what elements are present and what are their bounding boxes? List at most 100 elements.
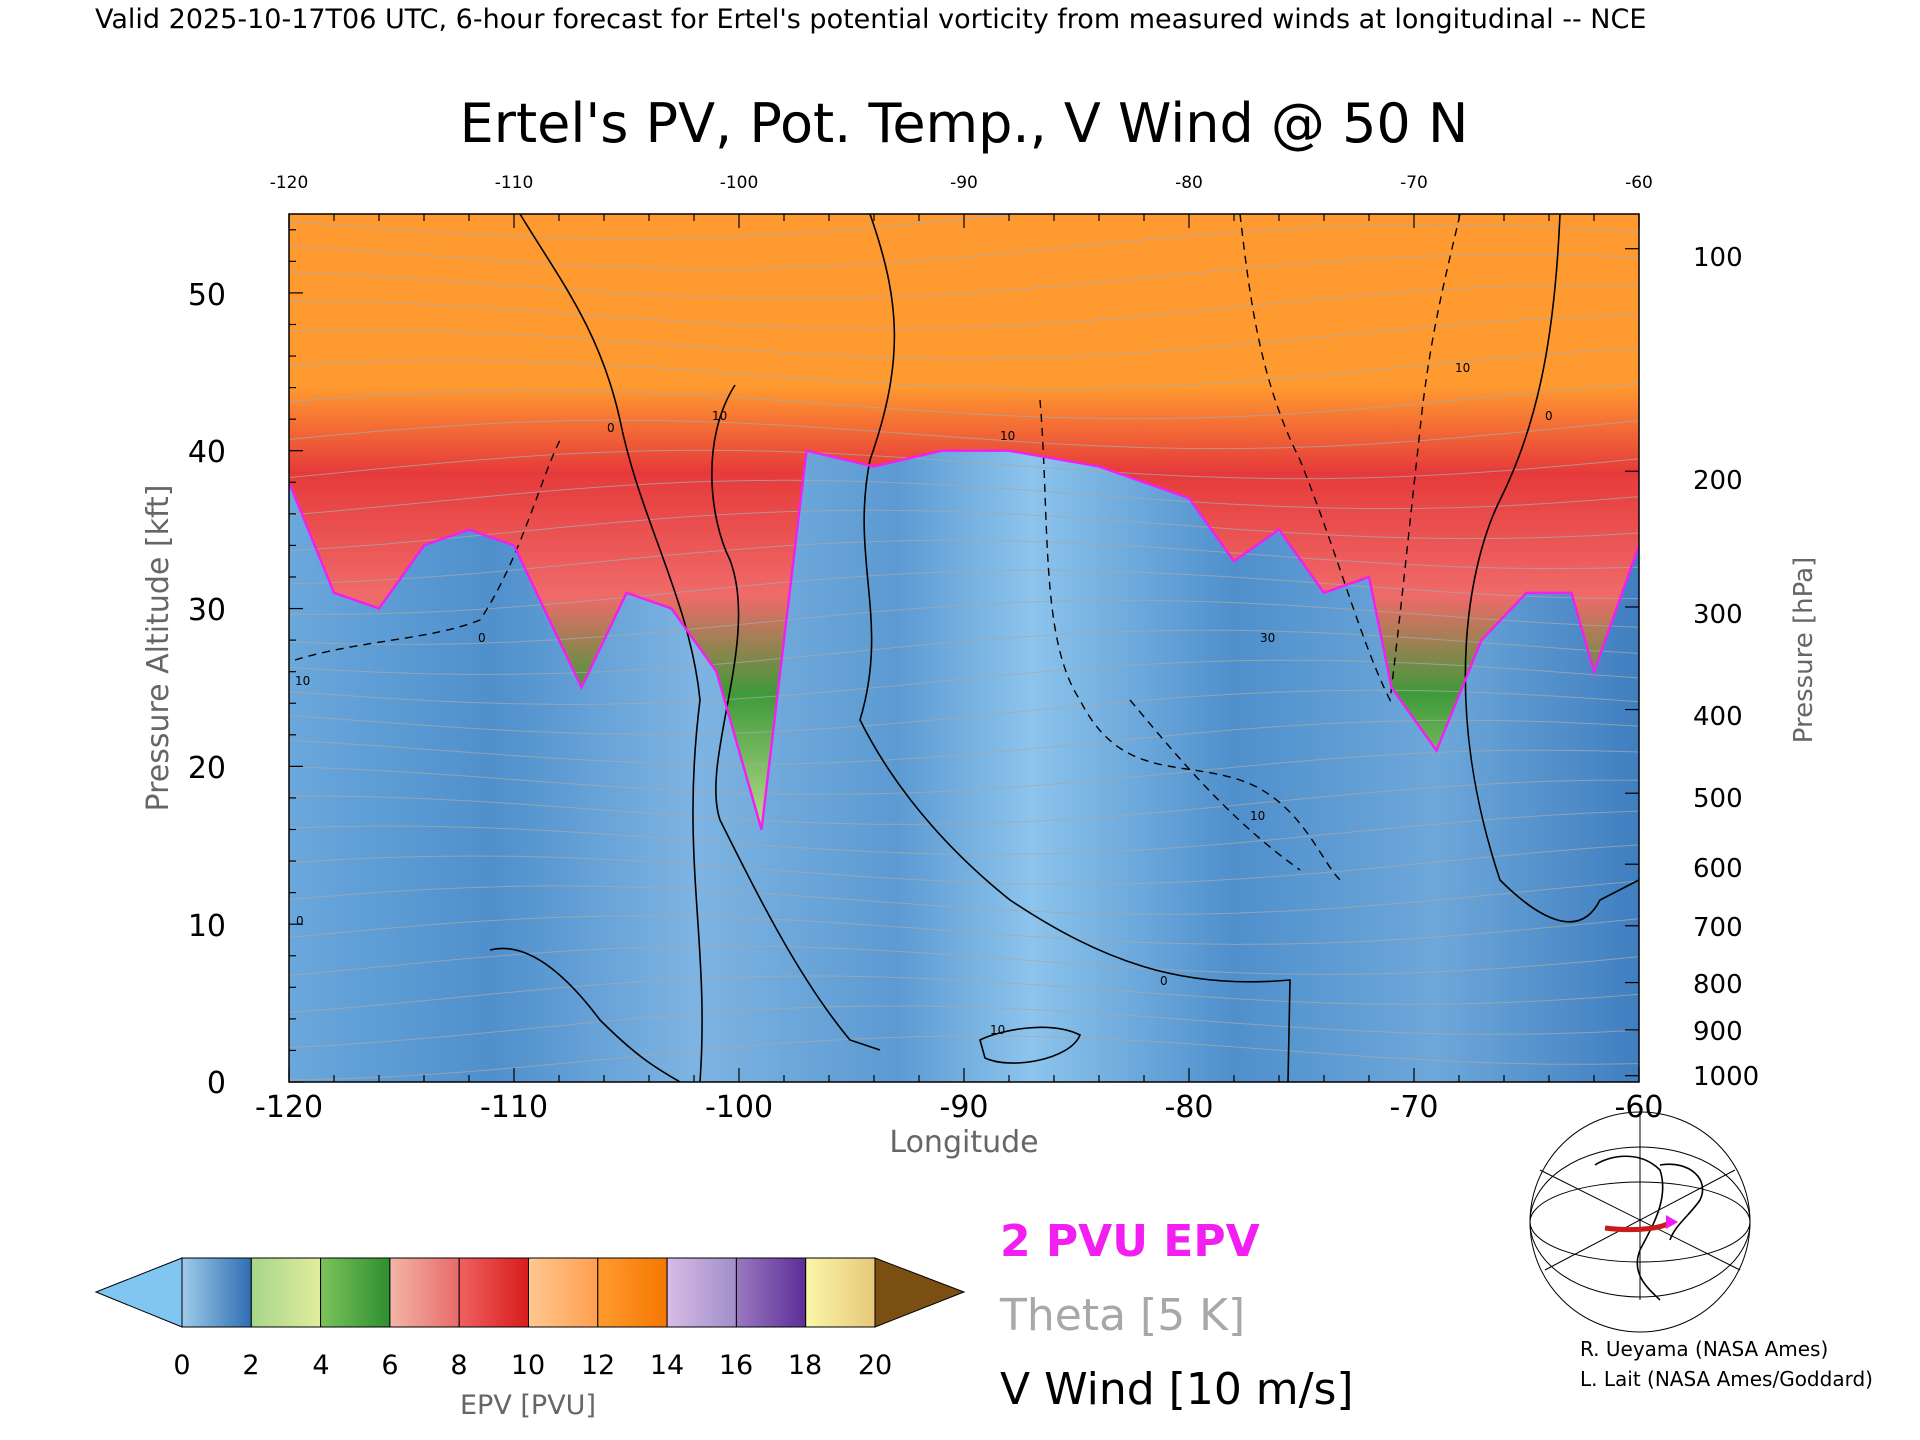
colorbar-segment	[597, 1257, 668, 1328]
theta-contour	[289, 214, 1022, 243]
contour-label: 0	[1160, 974, 1168, 988]
credits: R. Ueyama (NASA Ames) L. Lait (NASA Ames…	[1580, 1337, 1873, 1391]
legend: 2 PVU EPV Theta [5 K] V Wind [10 m/s]	[999, 1216, 1354, 1415]
x-tick-label: -120	[255, 1090, 323, 1125]
wind-contour	[519, 214, 703, 1082]
contour-label: 10	[295, 674, 310, 688]
x-top-tick-label: -90	[950, 173, 978, 193]
theta-contour	[289, 253, 1639, 305]
colorbar-tick: 2	[242, 1350, 259, 1381]
theta-contour	[289, 975, 1639, 1018]
pressure-tick-label: 300	[1693, 600, 1743, 630]
wind-contour	[1039, 399, 1341, 881]
y-tick-label: 20	[188, 751, 226, 786]
colorbar-segment	[320, 1257, 391, 1328]
theta-contour	[289, 449, 1639, 491]
pressure-tick-label: 400	[1693, 702, 1743, 732]
inset-marker	[1666, 1215, 1678, 1229]
contour-label: 0	[1545, 409, 1553, 423]
wind-contour	[1129, 699, 1301, 871]
theta-contour	[289, 659, 1639, 708]
theta-contour	[289, 629, 1639, 677]
contour-label: 10	[712, 409, 727, 423]
theta-contour	[289, 283, 1639, 336]
pressure-tick-label: 500	[1693, 784, 1743, 814]
stratosphere-field	[289, 214, 1639, 830]
colorbar-tick: 16	[719, 1350, 753, 1381]
contour-label: 0	[478, 631, 486, 645]
theta-contour	[289, 314, 1639, 367]
y-axis-title: Pressure Altitude [kft]	[141, 485, 176, 812]
theta-contour	[289, 223, 1639, 274]
credit-line: L. Lait (NASA Ames/Goddard)	[1580, 1367, 1873, 1391]
pressure-axis-labels: 100 200 300 400 500 600 700 800 900 1000	[1693, 243, 1759, 1092]
y-tick-label: 30	[188, 593, 226, 628]
x-top-tick-label: -60	[1625, 173, 1653, 193]
pressure-tick-label: 700	[1693, 913, 1743, 943]
colorbar-segment	[389, 1257, 460, 1328]
colorbar-overflow-arrow	[874, 1257, 966, 1328]
x-top-tick-label: -120	[270, 173, 309, 193]
theta-contour	[289, 347, 1639, 398]
pressure-tick-label: 900	[1693, 1017, 1743, 1047]
colorbar-segment	[181, 1257, 252, 1328]
legend-2pvu: 2 PVU EPV	[1000, 1216, 1260, 1267]
colorbar-tick: 4	[312, 1350, 329, 1381]
colorbar: 0 2 4 6 8 10 12 14 16 18 20 EPV [PVU]	[94, 1257, 966, 1421]
wind-contour	[489, 947, 681, 1082]
contour-label: 0	[296, 914, 304, 928]
x-tick-label: -60	[1615, 1090, 1664, 1125]
colorbar-tick: 12	[581, 1350, 615, 1381]
theta-contour	[289, 599, 1639, 646]
colorbar-tick: 6	[381, 1350, 398, 1381]
inset-path	[1604, 1220, 1672, 1233]
theta-contour	[289, 810, 1639, 863]
theta-contour	[289, 689, 1639, 739]
theta-contour	[289, 945, 1639, 987]
colorbar-segments	[181, 1257, 876, 1328]
colorbar-tick: 18	[788, 1350, 822, 1381]
colorbar-segment	[250, 1257, 322, 1328]
theta-contour	[289, 1005, 1639, 1049]
theta-contour	[289, 382, 1639, 429]
colorbar-tick: 14	[650, 1350, 684, 1381]
pressure-axis-title: Pressure [hPa]	[1789, 557, 1819, 744]
colorbar-segment	[735, 1257, 807, 1328]
pressure-tick-label: 600	[1693, 854, 1743, 884]
x-top-tick-label: -100	[720, 173, 759, 193]
y-axis-labels: 0 10 20 30 40 50	[188, 278, 226, 1101]
contour-label: 10	[1455, 361, 1470, 375]
theta-contour	[289, 539, 1639, 585]
pressure-tick-label: 100	[1693, 243, 1743, 273]
colorbar-tick-labels: 0 2 4 6 8 10 12 14 16 18 20	[173, 1350, 892, 1381]
legend-theta: Theta [5 K]	[999, 1290, 1245, 1341]
colorbar-tick: 8	[450, 1350, 467, 1381]
colorbar-segment	[528, 1257, 599, 1328]
credit-line: R. Ueyama (NASA Ames)	[1580, 1337, 1828, 1361]
colorbar-segment	[805, 1257, 876, 1328]
theta-contours	[289, 214, 1639, 1081]
x-axis-title: Longitude	[889, 1125, 1038, 1160]
tropopause-2pvu-line	[289, 449, 1639, 830]
x-axis-labels: -120 -110 -100 -90 -80 -70 -60	[255, 1090, 1664, 1125]
theta-contour	[289, 419, 1639, 460]
theta-contour	[289, 1035, 1639, 1081]
pressure-tick-label: 800	[1693, 970, 1743, 1000]
colorbar-tick: 20	[858, 1350, 892, 1381]
contour-label: 10	[1250, 809, 1265, 823]
legend-vwind: V Wind [10 m/s]	[1000, 1364, 1354, 1415]
valid-line: Valid 2025-10-17T06 UTC, 6-hour forecast…	[95, 4, 1646, 35]
x-top-tick-label: -80	[1175, 173, 1203, 193]
axis-ticks	[288, 214, 1640, 1083]
x-axis-top-labels: -120 -110 -100 -90 -80 -70 -60	[270, 173, 1653, 193]
wind-contour	[1239, 214, 1461, 703]
theta-contour	[289, 779, 1639, 832]
pressure-tick-label: 1000	[1693, 1062, 1759, 1092]
colorbar-tick: 10	[511, 1350, 545, 1381]
y-tick-label: 40	[188, 435, 226, 470]
wind-contour	[859, 214, 1291, 1082]
contour-label: 30	[1260, 631, 1275, 645]
theta-contour	[289, 479, 1639, 522]
y-tick-label: 10	[188, 909, 226, 944]
